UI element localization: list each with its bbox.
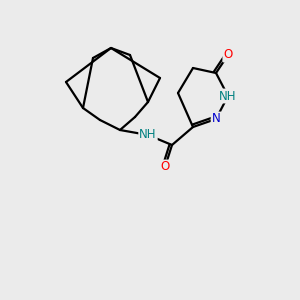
Text: NH: NH xyxy=(139,128,157,142)
Text: N: N xyxy=(212,112,220,125)
Text: NH: NH xyxy=(219,89,237,103)
Text: O: O xyxy=(224,49,232,62)
Text: O: O xyxy=(160,160,169,173)
